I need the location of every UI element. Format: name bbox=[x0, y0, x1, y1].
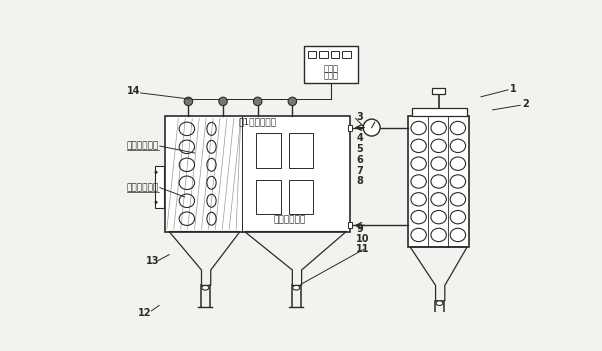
Text: 滤袋清灰状态: 滤袋清灰状态 bbox=[127, 141, 159, 151]
Bar bbox=[256, 180, 281, 214]
Ellipse shape bbox=[184, 97, 193, 106]
Text: 电器控: 电器控 bbox=[323, 65, 338, 74]
Bar bbox=[432, 88, 445, 94]
Ellipse shape bbox=[219, 97, 228, 106]
Bar bbox=[343, 51, 351, 58]
Bar bbox=[408, 116, 470, 247]
Text: 兀1化空气出口: 兀1化空气出口 bbox=[238, 118, 276, 127]
Bar bbox=[348, 125, 352, 131]
Text: 12: 12 bbox=[138, 308, 152, 318]
Text: 含尘气体入口: 含尘气体入口 bbox=[273, 216, 305, 225]
Text: 8: 8 bbox=[356, 177, 363, 186]
Text: 13: 13 bbox=[146, 256, 160, 266]
Ellipse shape bbox=[155, 171, 157, 173]
Text: 1: 1 bbox=[509, 84, 517, 94]
Bar bbox=[319, 51, 327, 58]
Text: 制装置: 制装置 bbox=[323, 72, 338, 80]
Text: 4: 4 bbox=[356, 133, 363, 143]
Ellipse shape bbox=[155, 201, 157, 204]
Ellipse shape bbox=[293, 285, 300, 290]
Bar bbox=[308, 51, 316, 58]
Bar bbox=[304, 46, 358, 83]
Ellipse shape bbox=[288, 97, 297, 106]
Text: 2: 2 bbox=[522, 99, 529, 110]
Text: 14: 14 bbox=[127, 86, 140, 97]
Ellipse shape bbox=[253, 97, 262, 106]
Text: 7: 7 bbox=[356, 166, 363, 176]
Ellipse shape bbox=[363, 119, 380, 136]
Bar bbox=[331, 51, 340, 58]
Text: 滤袋过滤状态: 滤袋过滤状态 bbox=[127, 183, 159, 192]
Text: 9: 9 bbox=[356, 224, 363, 234]
Text: 3: 3 bbox=[356, 112, 363, 122]
Text: 5: 5 bbox=[356, 144, 363, 154]
Text: 10: 10 bbox=[356, 234, 370, 244]
Bar bbox=[412, 108, 467, 116]
Ellipse shape bbox=[202, 285, 209, 290]
Bar bbox=[256, 133, 281, 168]
Bar bbox=[288, 180, 313, 214]
Text: 6: 6 bbox=[356, 155, 363, 165]
Bar bbox=[155, 166, 164, 208]
Bar bbox=[348, 222, 352, 229]
Bar bbox=[166, 116, 350, 232]
Ellipse shape bbox=[436, 301, 443, 305]
Text: 11: 11 bbox=[356, 244, 370, 254]
Bar bbox=[288, 133, 313, 168]
